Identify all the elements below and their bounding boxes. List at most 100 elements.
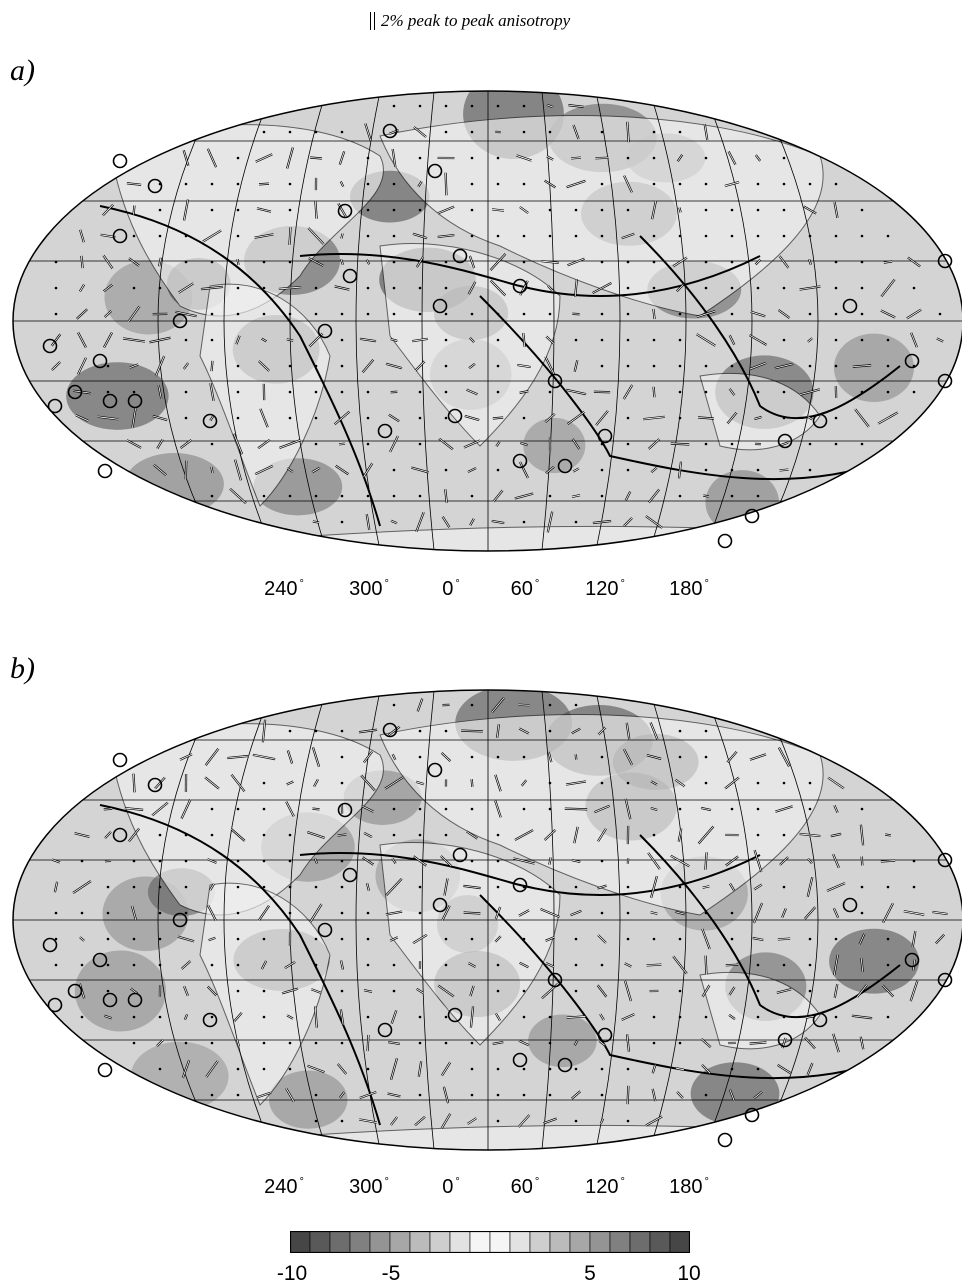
anisotropy-dot [210, 182, 214, 186]
anisotropy-dot [392, 286, 396, 290]
anisotropy-stick-core [907, 257, 921, 267]
anisotropy-dot [444, 1041, 448, 1045]
anisotropy-dot [548, 208, 552, 212]
anisotropy-stick-core [807, 416, 813, 420]
anisotropy-stick-core [574, 279, 578, 297]
anisotropy-dot [80, 1015, 84, 1019]
anisotropy-stick-core [466, 389, 478, 395]
anisotropy-stick-core [231, 774, 245, 792]
anisotropy-dot [210, 494, 214, 498]
anisotropy-stick-core [598, 727, 606, 735]
anisotropy-stick-core [880, 860, 896, 862]
hotspot-marker [377, 1022, 393, 1038]
anisotropy-stick-core [54, 881, 58, 893]
anisotropy-dot [704, 781, 708, 785]
anisotropy-dot [522, 1015, 526, 1019]
anisotropy-dot [808, 807, 812, 811]
anisotropy-stick-core [678, 207, 682, 213]
anisotropy-stick-core [363, 989, 373, 993]
anisotropy-dot [808, 989, 812, 993]
anisotropy-dot [418, 312, 422, 316]
anisotropy-dot [314, 416, 318, 420]
hotspot-marker [92, 353, 108, 369]
colorbar-tick-label: -5 [381, 1262, 401, 1285]
anisotropy-dot [678, 390, 682, 394]
anisotropy-dot [496, 859, 500, 863]
anisotropy-stick-core [729, 388, 735, 396]
anisotropy-dot [626, 442, 630, 446]
anisotropy-dot [522, 104, 526, 108]
anisotropy-dot [340, 989, 344, 993]
anisotropy-stick-core [468, 962, 476, 968]
anisotropy-dot [236, 963, 240, 967]
anisotropy-stick-core [541, 260, 559, 264]
anisotropy-stick-core [834, 805, 838, 813]
anisotropy-stick-core [703, 495, 709, 497]
anisotropy-stick-core [597, 828, 607, 842]
anisotropy-dot [418, 1015, 422, 1019]
anisotropy-dot [860, 338, 864, 342]
anisotropy-dot [288, 130, 292, 134]
anisotropy-dot [808, 234, 812, 238]
anisotropy-stick-core [211, 360, 213, 372]
anisotropy-stick-core [648, 438, 660, 450]
anisotropy-stick-core [753, 1091, 763, 1099]
anisotropy-stick-core [755, 259, 761, 265]
anisotropy-dot [834, 182, 838, 186]
anisotropy-stick-core [259, 408, 269, 428]
anisotropy-dot [236, 859, 240, 863]
anisotropy-dot [652, 130, 656, 134]
anisotropy-dot [314, 1041, 318, 1045]
anisotropy-dot [80, 963, 84, 967]
anisotropy-dot [132, 1015, 136, 1019]
colorbar-frame [290, 1231, 690, 1253]
hotspot-marker [127, 992, 143, 1008]
anisotropy-stick-core [281, 988, 299, 994]
anisotropy-dot [834, 937, 838, 941]
anisotropy-dot [340, 885, 344, 889]
lon-label: 300 ° [349, 1176, 389, 1198]
anisotropy-stick-core [774, 363, 794, 369]
anisotropy-dot [444, 286, 448, 290]
anisotropy-dot [236, 911, 240, 915]
anisotropy-dot [314, 1093, 318, 1097]
anisotropy-dot [210, 260, 214, 264]
anisotropy-stick-core [335, 465, 349, 475]
anisotropy-stick-core [334, 411, 350, 425]
anisotropy-stick-core [278, 286, 302, 290]
anisotropy-stick-core [181, 960, 191, 970]
anisotropy-dot [262, 494, 266, 498]
anisotropy-stick-core [626, 121, 630, 143]
anisotropy-stick-core [880, 279, 896, 297]
anisotropy-dot [652, 833, 656, 837]
anisotropy-stick-core [388, 414, 400, 422]
anisotropy-scale-legend: 2% peak to peak anisotropy [370, 8, 570, 34]
hotspot-marker [547, 373, 563, 389]
anisotropy-dot [600, 494, 604, 498]
anisotropy-stick-core [463, 440, 481, 448]
hotspot-marker [744, 508, 760, 524]
anisotropy-dot [470, 937, 474, 941]
anisotropy-stick-core [880, 310, 896, 318]
anisotropy-dot [262, 1067, 266, 1071]
hotspot-marker [377, 423, 393, 439]
anisotropy-dot [574, 703, 578, 707]
colorbar-cell [329, 1231, 351, 1253]
anisotropy-stick-core [799, 833, 821, 837]
anisotropy-dot [184, 833, 188, 837]
anisotropy-stick-core [777, 1064, 791, 1074]
anisotropy-dot [236, 286, 240, 290]
anisotropy-dot [210, 807, 214, 811]
anisotropy-stick-core [418, 1061, 422, 1077]
anisotropy-stick-core [804, 906, 816, 920]
anisotropy-stick-core [519, 206, 529, 214]
anisotropy-dot [288, 911, 292, 915]
anisotropy-dot [600, 260, 604, 264]
scale-legend-text: 2% peak to peak anisotropy [381, 11, 571, 30]
anisotropy-stick-core [233, 1012, 243, 1022]
anisotropy-stick-core [390, 1058, 398, 1080]
anisotropy-stick-core [133, 205, 135, 215]
anisotropy-dot [184, 260, 188, 264]
anisotropy-dot [886, 234, 890, 238]
anisotropy-dot [392, 807, 396, 811]
